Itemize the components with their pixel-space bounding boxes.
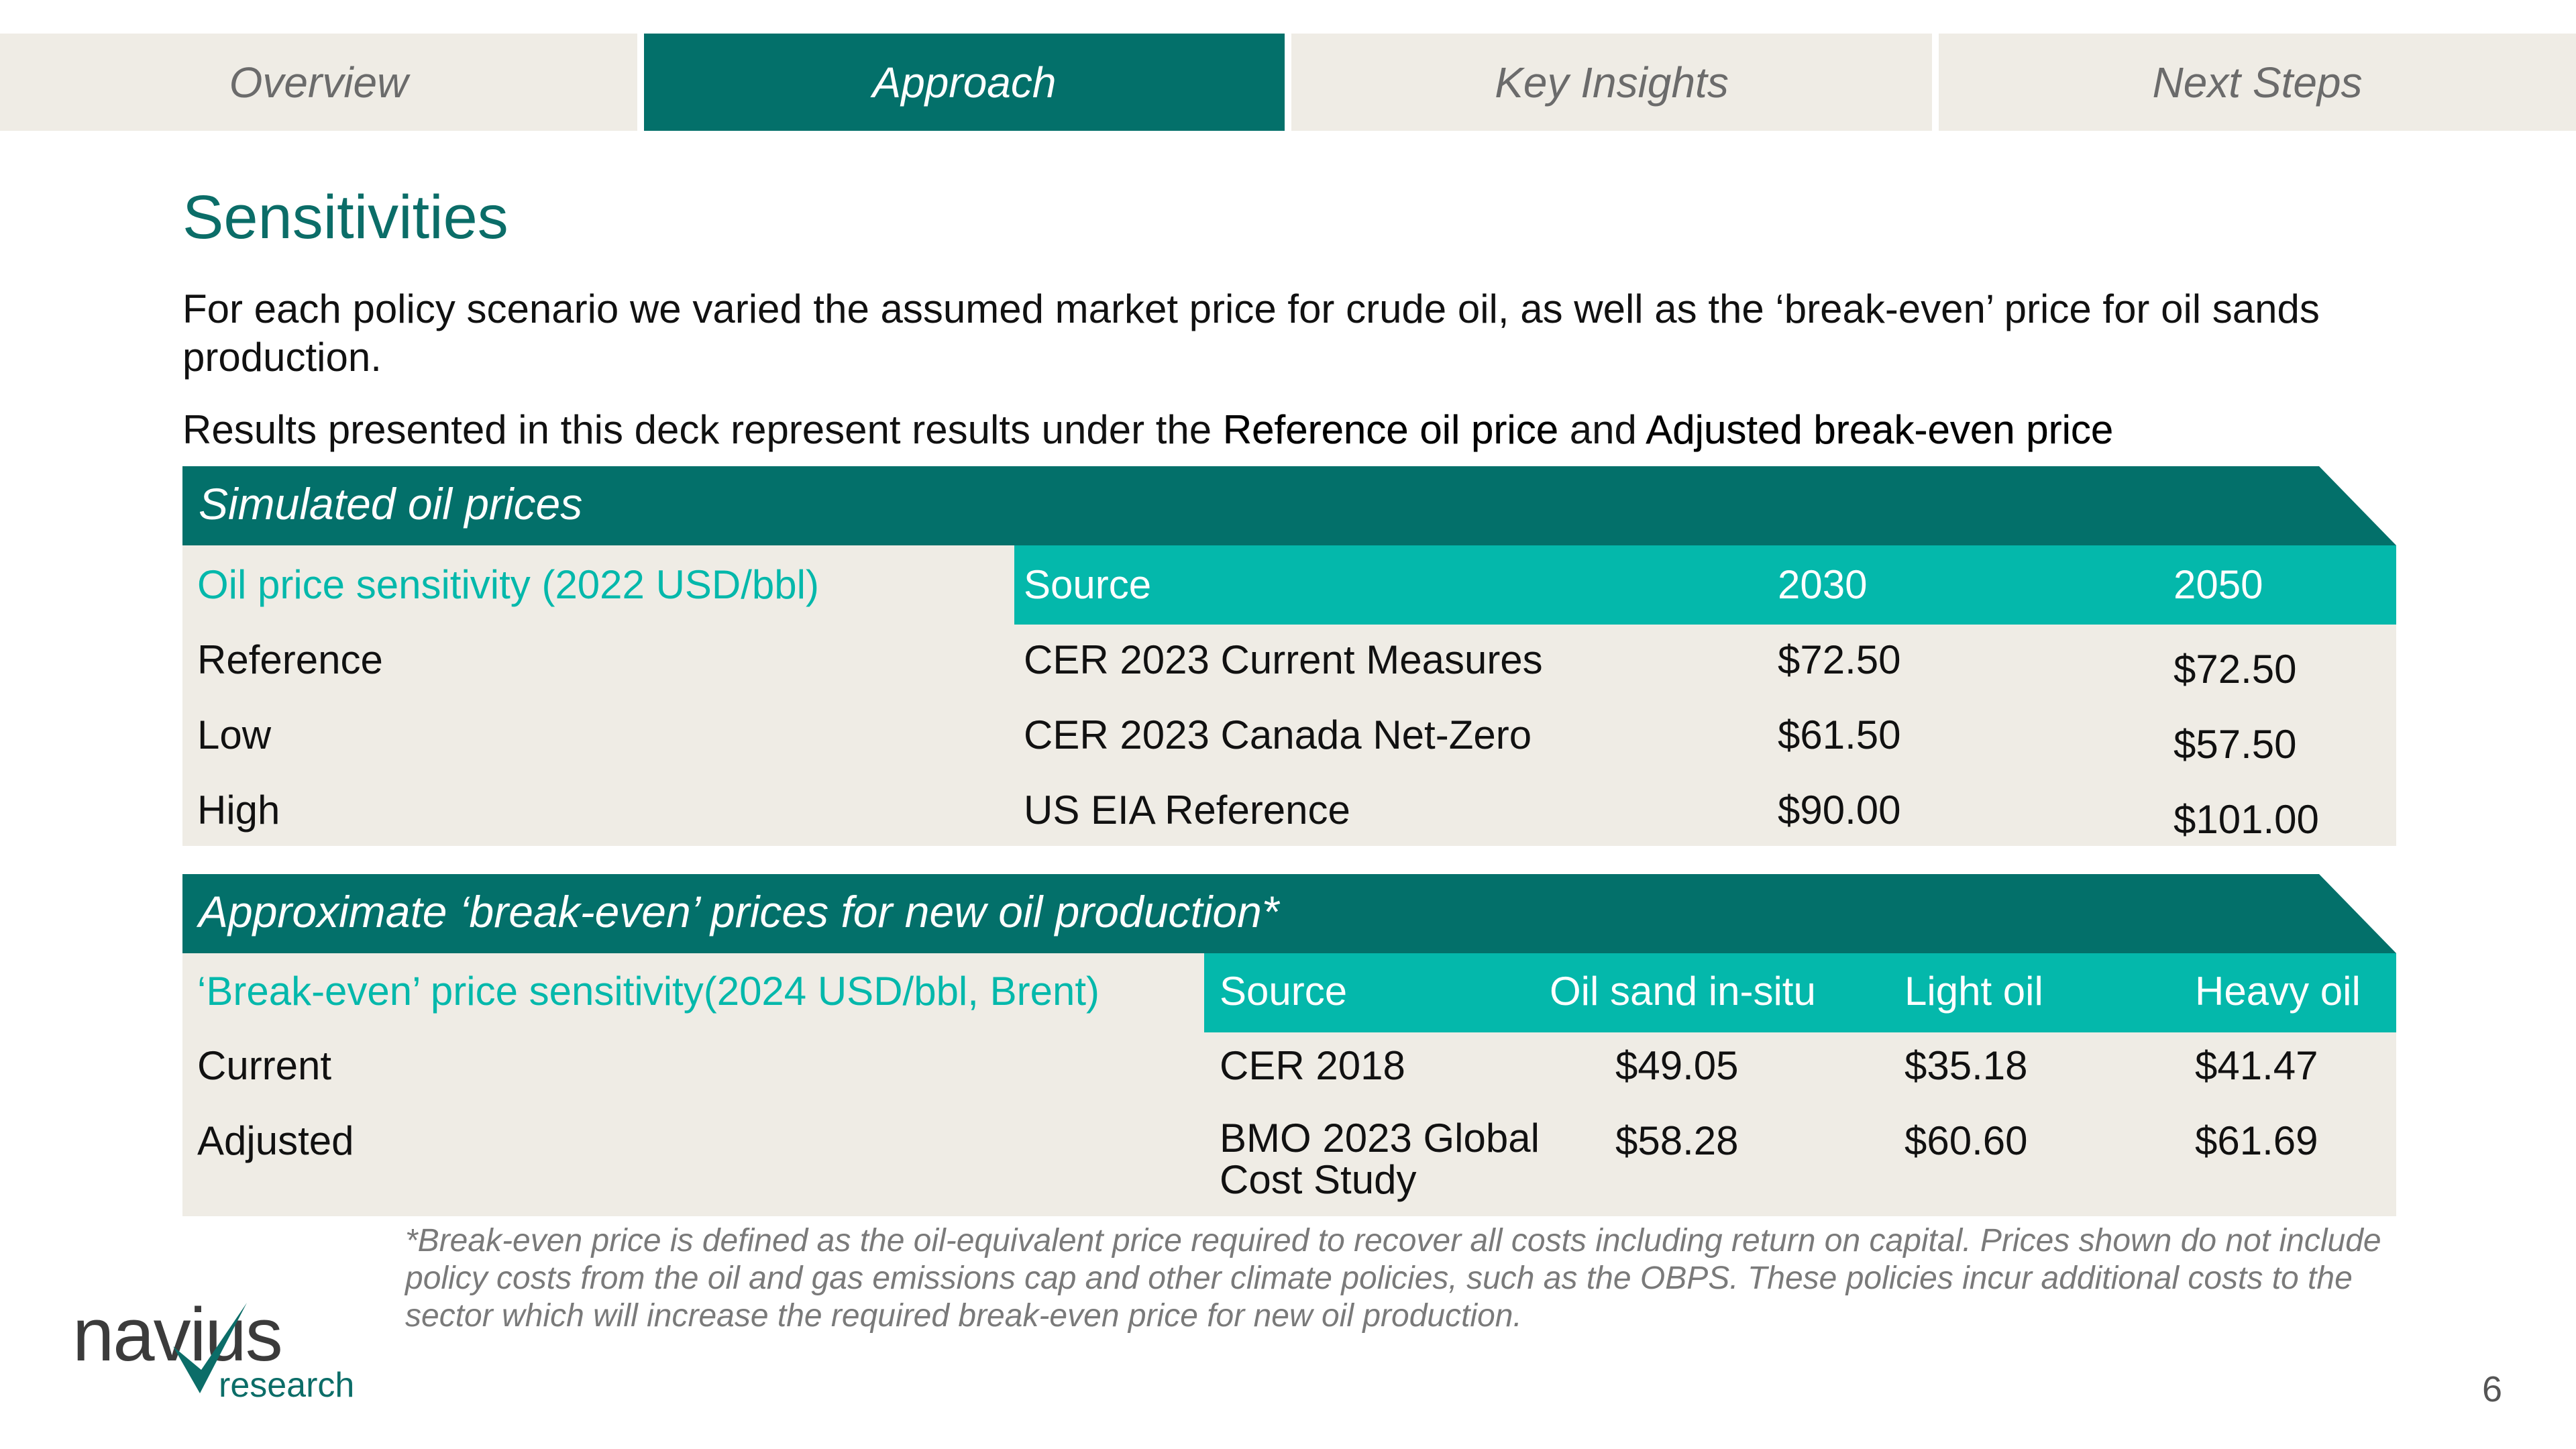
breakeven-table-title: Approximate ‘break-even’ prices for new … bbox=[182, 874, 2396, 953]
tab-approach[interactable]: Approach bbox=[644, 34, 1285, 131]
breakeven-column-header-band bbox=[1204, 953, 2396, 1032]
breakeven-row-adjusted-light-oil: $60.60 bbox=[1904, 1118, 2028, 1163]
breakeven-row-adjusted-label: Adjusted bbox=[197, 1118, 354, 1163]
logo-subtitle: research bbox=[219, 1366, 355, 1405]
breakeven-col-source: Source bbox=[1220, 969, 1348, 1014]
results-paragraph: Results presented in this deck represent… bbox=[182, 406, 2430, 454]
oil-prices-col-sensitivity: Oil price sensitivity (2022 USD/bbl) bbox=[197, 562, 819, 607]
breakeven-row-current-light-oil: $35.18 bbox=[1904, 1043, 2028, 1088]
tab-key-insights[interactable]: Key Insights bbox=[1291, 34, 1932, 131]
breakeven-row-adjusted-heavy-oil: $61.69 bbox=[2195, 1118, 2318, 1163]
oil-prices-row-low-label: Low bbox=[197, 712, 272, 757]
breakeven-row-current-label: Current bbox=[197, 1043, 332, 1088]
breakeven-col-heavy-oil: Heavy oil bbox=[2195, 969, 2361, 1014]
oil-prices-row-low-2030: $61.50 bbox=[1778, 712, 1901, 757]
oil-prices-column-header-band bbox=[1014, 545, 2396, 625]
results-bold-reference: Reference oil price bbox=[1222, 407, 1559, 452]
oil-prices-row-high-2050: $101.00 bbox=[2174, 797, 2319, 842]
results-bold-adjusted: Adjusted break-even price bbox=[1646, 407, 2114, 452]
oil-prices-row-high-2030: $90.00 bbox=[1778, 788, 1901, 833]
oil-prices-col-source: Source bbox=[1024, 562, 1152, 607]
breakeven-row-adjusted-oil-sand: $58.28 bbox=[1615, 1118, 1739, 1163]
results-mid: and bbox=[1558, 407, 1646, 452]
oil-prices-row-low-source: CER 2023 Canada Net-Zero bbox=[1024, 712, 1532, 757]
breakeven-col-oil-sand: Oil sand in-situ bbox=[1550, 969, 1816, 1014]
breakeven-table: ‘Break-even’ price sensitivity(2024 USD/… bbox=[182, 953, 2396, 1216]
breakeven-row-current-oil-sand: $49.05 bbox=[1615, 1043, 1739, 1088]
oil-prices-row-reference-2050: $72.50 bbox=[2174, 647, 2297, 692]
oil-prices-row-high-source: US EIA Reference bbox=[1024, 788, 1350, 833]
oil-prices-title-text: Simulated oil prices bbox=[199, 479, 583, 529]
tab-overview[interactable]: Overview bbox=[0, 34, 637, 131]
oil-prices-row-high-label: High bbox=[197, 788, 280, 833]
tab-next-steps[interactable]: Next Steps bbox=[1939, 34, 2576, 131]
oil-prices-col-2030: 2030 bbox=[1778, 562, 1868, 607]
intro-paragraph: For each policy scenario we varied the a… bbox=[182, 286, 2320, 380]
oil-prices-table: Oil price sensitivity (2022 USD/bbl) Sou… bbox=[182, 545, 2396, 846]
page-title: Sensitivities bbox=[182, 183, 508, 252]
breakeven-col-light-oil: Light oil bbox=[1904, 969, 2043, 1014]
breakeven-row-current-heavy-oil: $41.47 bbox=[2195, 1043, 2318, 1088]
oil-prices-table-title: Simulated oil prices bbox=[182, 466, 2396, 545]
footnote: *Break-even price is defined as the oil-… bbox=[405, 1223, 2381, 1334]
results-prefix: Results presented in this deck represent… bbox=[182, 407, 1223, 452]
navius-logo: navius research bbox=[72, 1291, 354, 1405]
oil-prices-col-2050: 2050 bbox=[2174, 562, 2263, 607]
oil-prices-row-reference-2030: $72.50 bbox=[1778, 637, 1901, 682]
logo-wordmark: navius bbox=[72, 1293, 283, 1377]
tab-bar: Overview Approach Key Insights Next Step… bbox=[0, 34, 2576, 131]
oil-prices-row-reference-source: CER 2023 Current Measures bbox=[1024, 637, 1543, 682]
breakeven-row-current-source: CER 2018 bbox=[1220, 1043, 1405, 1088]
breakeven-title-text: Approximate ‘break-even’ prices for new … bbox=[199, 887, 1279, 936]
logo-checkmark-icon bbox=[173, 1303, 247, 1393]
breakeven-row-adjusted-source: BMO 2023 Global Cost Study bbox=[1220, 1116, 1540, 1202]
page-number: 6 bbox=[2482, 1369, 2503, 1409]
oil-prices-row-reference-label: Reference bbox=[197, 637, 383, 682]
breakeven-col-sensitivity: ‘Break-even’ price sensitivity(2024 USD/… bbox=[197, 969, 1099, 1014]
oil-prices-row-low-2050: $57.50 bbox=[2174, 722, 2297, 767]
